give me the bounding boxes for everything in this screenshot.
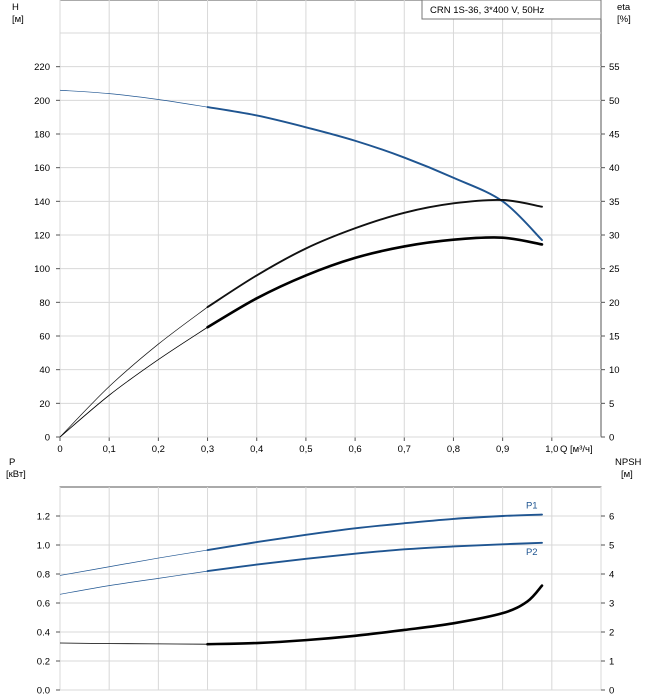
bottom-chart-grid: 0.0 0.2 0.4 0.6 0.8 1.0 1.2 0 1 2 3 4 5 6 bbox=[37, 486, 614, 697]
bottom-ytick-left-label: 0.4 bbox=[37, 628, 50, 639]
top-xtick-label: 0,2 bbox=[152, 444, 165, 455]
top-ytick-right-label: 25 bbox=[609, 264, 620, 275]
chart-title: CRN 1S-36, 3*400 V, 50Hz bbox=[430, 5, 544, 16]
top-ytick-right-label: 30 bbox=[609, 231, 620, 242]
title-box bbox=[421, 0, 602, 20]
bottom-ytick-left-label: 1.2 bbox=[37, 512, 50, 523]
top-ytick-left-label: 200 bbox=[34, 96, 50, 107]
bottom-ytick-left-label: 0.6 bbox=[37, 599, 50, 610]
bottom-ytick-right-label: 1 bbox=[609, 657, 614, 668]
chart1-series-1-line bbox=[206, 541, 543, 573]
x-axis-label: Q [м³/ч] bbox=[560, 444, 593, 455]
top-ytick-right-label: 20 bbox=[609, 298, 620, 309]
top-ytick-right-label: 5 bbox=[609, 399, 614, 410]
top-xtick-label: 0,8 bbox=[447, 444, 460, 455]
chart0-series-1-line bbox=[206, 198, 543, 308]
top-ytick-right-label: 40 bbox=[609, 163, 620, 174]
chart-labels: H[м]eta[%]Q [м³/ч]P[кВт]NPSH[м] bbox=[6, 2, 642, 480]
top-xtick-label: 0,9 bbox=[496, 444, 509, 455]
series-label-p1: P1 bbox=[526, 501, 538, 512]
top-ytick-right-label: 0 bbox=[609, 433, 614, 444]
top-ytick-left-label: 120 bbox=[34, 231, 50, 242]
bottom-ytick-right-label: 2 bbox=[609, 628, 614, 639]
top-ytick-left-label: 20 bbox=[39, 399, 50, 410]
top-ytick-right-label: 45 bbox=[609, 130, 620, 141]
chart1-series-1-extrapolated bbox=[59, 570, 208, 595]
top-xtick-label: 0,1 bbox=[103, 444, 116, 455]
chart0-series-0-extrapolated bbox=[59, 89, 208, 108]
bottom-right-axis-unit: [м] bbox=[621, 469, 633, 480]
top-xtick-label: 0 bbox=[57, 444, 62, 455]
top-left-axis-label: H bbox=[12, 2, 19, 13]
bottom-ytick-right-label: 0 bbox=[609, 686, 614, 697]
top-xtick-label: 0,4 bbox=[250, 444, 263, 455]
top-ytick-left-label: 220 bbox=[34, 62, 50, 73]
top-ytick-left-label: 60 bbox=[39, 332, 50, 343]
chart1-series-0-extrapolated bbox=[59, 549, 208, 576]
bottom-ytick-left-label: 0.2 bbox=[37, 657, 50, 668]
top-chart-grid: 0 0,1 0,2 0,3 0,4 0,5 0,6 0,7 0,8 0,9 1,0 0 20 40 60 80… bbox=[34, 0, 620, 455]
bottom-right-axis-label: NPSH bbox=[615, 457, 642, 468]
top-ytick-right-label: 10 bbox=[609, 365, 620, 376]
chart1-series-0-line bbox=[206, 513, 543, 552]
top-xtick-label: 0,7 bbox=[398, 444, 411, 455]
bottom-ytick-right-label: 3 bbox=[609, 599, 614, 610]
bottom-ytick-left-label: 1.0 bbox=[37, 541, 50, 552]
bottom-ytick-right-label: 4 bbox=[609, 570, 614, 581]
bottom-left-axis-unit: [кВт] bbox=[6, 469, 26, 480]
top-xtick-label: 0,6 bbox=[348, 444, 361, 455]
top-ytick-left-label: 180 bbox=[34, 130, 50, 141]
top-chart-curves bbox=[59, 89, 544, 438]
chart1-series-2-extrapolated bbox=[59, 642, 208, 645]
chart0-series-1-extrapolated bbox=[59, 306, 208, 438]
top-left-axis-unit: [м] bbox=[12, 14, 24, 25]
chart1-series-2-line bbox=[206, 584, 544, 646]
top-ytick-left-label: 160 bbox=[34, 163, 50, 174]
top-xtick-label: 0,5 bbox=[299, 444, 312, 455]
bottom-plot-frame bbox=[59, 486, 602, 691]
bottom-ytick-left-label: 0.8 bbox=[37, 570, 50, 581]
bottom-left-axis-label: P bbox=[9, 457, 15, 468]
top-ytick-left-label: 0 bbox=[45, 433, 50, 444]
top-ytick-left-label: 100 bbox=[34, 264, 50, 275]
top-ytick-right-label: 50 bbox=[609, 96, 620, 107]
chart0-series-2-extrapolated bbox=[59, 326, 208, 438]
bottom-ytick-left-label: 0.0 bbox=[37, 686, 50, 697]
chart0-series-0-line bbox=[206, 106, 543, 241]
top-ytick-right-label: 15 bbox=[609, 332, 620, 343]
top-ytick-right-label: 35 bbox=[609, 197, 620, 208]
top-xtick-label: 0,3 bbox=[201, 444, 214, 455]
top-ytick-left-label: 40 bbox=[39, 365, 50, 376]
top-ytick-left-label: 80 bbox=[39, 298, 50, 309]
top-ytick-right-label: 55 bbox=[609, 62, 620, 73]
top-right-axis-label: eta bbox=[617, 2, 631, 13]
bottom-ytick-right-label: 5 bbox=[609, 541, 614, 552]
top-ytick-left-label: 140 bbox=[34, 197, 50, 208]
top-right-axis-unit: [%] bbox=[617, 14, 631, 25]
top-xtick-label: 1,0 bbox=[545, 444, 558, 455]
chart0-series-2-line bbox=[206, 236, 544, 329]
series-label-p2: P2 bbox=[526, 547, 538, 558]
bottom-chart-curves: P1 P2 bbox=[59, 501, 544, 646]
bottom-ytick-right-label: 6 bbox=[609, 512, 614, 523]
